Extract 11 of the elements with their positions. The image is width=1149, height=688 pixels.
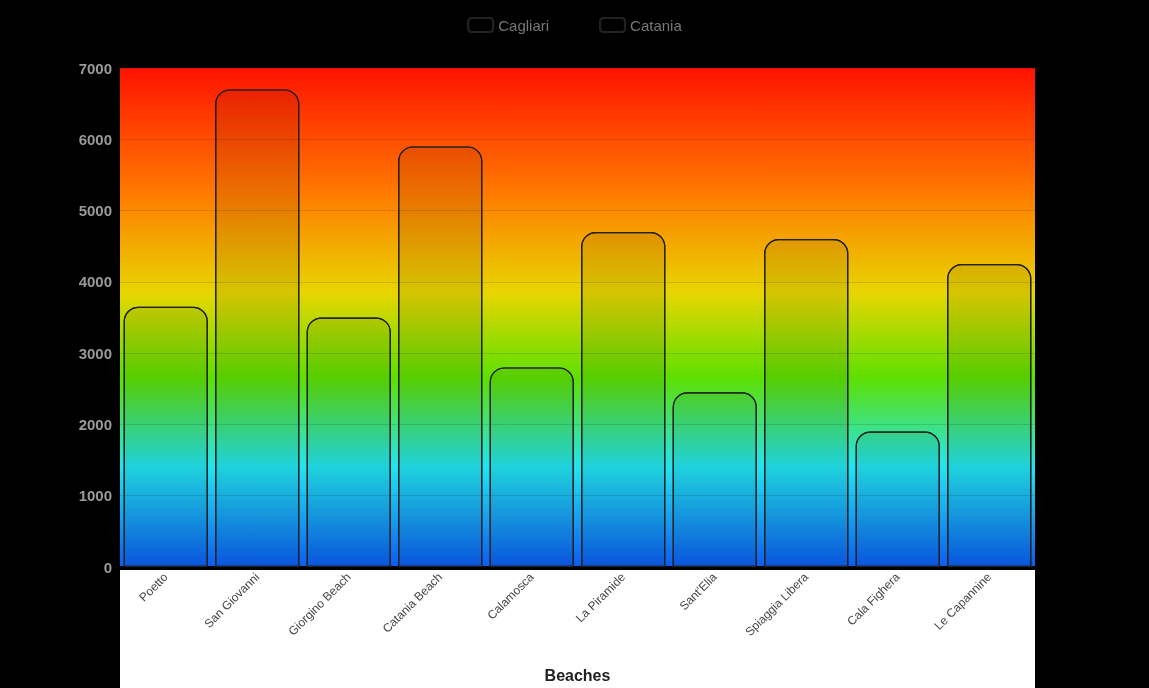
y-tick-label: 2000: [78, 415, 112, 433]
x-axis-title: Beaches: [544, 666, 611, 684]
y-tick-label: 1000: [78, 487, 112, 505]
y-tick-label: 6000: [78, 130, 112, 148]
y-tick-label: 4000: [78, 273, 112, 291]
y-tick-label: 7000: [78, 59, 112, 77]
legend-label: Cagliari: [498, 16, 550, 34]
y-tick-label: 0: [103, 558, 112, 576]
legend-label: Catania: [630, 16, 683, 34]
y-tick-label: 5000: [78, 202, 112, 220]
y-tick-label: 3000: [78, 344, 112, 362]
